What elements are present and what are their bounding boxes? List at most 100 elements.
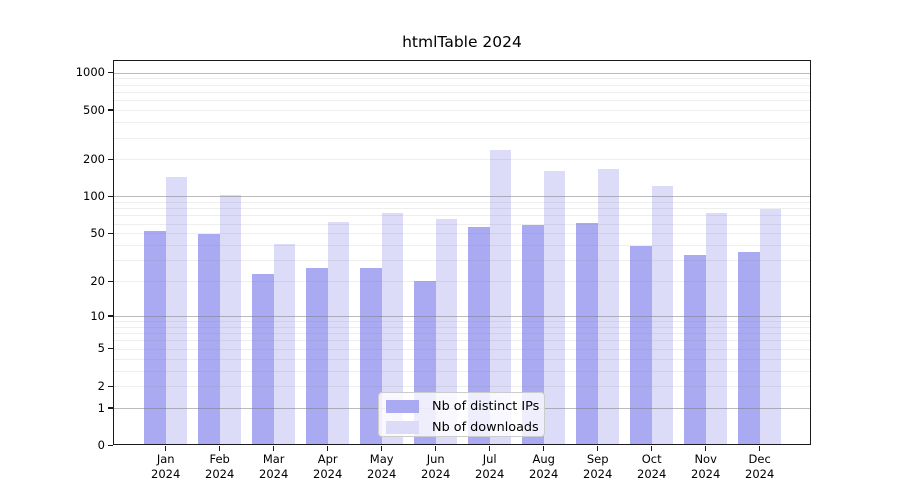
y-tick [108, 315, 113, 317]
bar-ips-may [360, 267, 382, 445]
y-gridline-minor [113, 78, 811, 80]
bar-downloads-dec [759, 209, 782, 445]
y-gridline-minor [113, 321, 811, 323]
bar-downloads-sep [597, 168, 620, 445]
x-tick-year: 2024 [151, 467, 181, 481]
x-tick-label: Nov 2024 [676, 452, 736, 482]
x-tick [543, 445, 545, 451]
y-gridline-minor [113, 358, 811, 360]
y-gridline-minor [113, 281, 811, 283]
bar-downloads-oct [651, 185, 674, 445]
legend-row: Nb of distinct IPs [379, 397, 544, 418]
x-tick-year: 2024 [367, 467, 397, 481]
legend-swatch-ips [386, 400, 419, 414]
y-tick [108, 385, 113, 387]
bar-downloads-mar [273, 243, 296, 445]
y-tick [108, 232, 113, 234]
x-tick [327, 445, 329, 451]
x-tick-label: Mar 2024 [244, 452, 304, 482]
x-tick-month: Sep [586, 452, 609, 466]
x-tick-month: Aug [532, 452, 555, 466]
y-gridline-minor [113, 348, 811, 350]
grid-layer [113, 60, 811, 445]
x-tick [219, 445, 221, 451]
bar-ips-jan [144, 231, 166, 445]
y-gridline-minor [113, 208, 811, 210]
x-tick [273, 445, 275, 451]
bar-ips-apr [306, 267, 328, 445]
y-gridline-minor [113, 137, 811, 139]
y-gridline-minor [113, 84, 811, 86]
y-gridline-minor [113, 326, 811, 328]
x-tick-year: 2024 [745, 467, 775, 481]
y-gridline-minor [113, 260, 811, 262]
bar-downloads-nov [705, 212, 728, 445]
y-gridline-minor [113, 333, 811, 335]
y-gridline-minor [113, 202, 811, 204]
y-tick-label: 5 [97, 341, 105, 356]
x-tick-label: Sep 2024 [568, 452, 628, 482]
bar-ips-nov [684, 255, 706, 445]
bar-downloads-feb [219, 194, 242, 445]
x-tick-year: 2024 [205, 467, 235, 481]
x-tick-label: Jul 2024 [460, 452, 520, 482]
y-gridline-minor [113, 91, 811, 93]
y-gridline-minor [113, 159, 811, 161]
x-tick [597, 445, 599, 451]
bar-downloads-apr [327, 221, 350, 445]
x-tick-label: May 2024 [352, 452, 412, 482]
y-gridline-minor [113, 386, 811, 388]
y-gridline-minor [113, 370, 811, 372]
x-tick-month: Jun [426, 452, 445, 466]
x-tick [435, 445, 437, 451]
x-tick-year: 2024 [583, 467, 613, 481]
y-tick-label: 2 [97, 378, 105, 393]
bars-layer [113, 60, 811, 445]
x-tick-month: Apr [317, 452, 338, 466]
legend-swatch-downloads [386, 420, 419, 434]
bar-downloads-jun [435, 219, 458, 445]
x-tick-year: 2024 [529, 467, 559, 481]
x-tick [759, 445, 761, 451]
y-gridline-minor [113, 215, 811, 217]
y-gridline-minor [113, 245, 811, 247]
x-tick-year: 2024 [691, 467, 721, 481]
x-tick-month: Oct [641, 452, 662, 466]
bar-ips-feb [198, 234, 220, 445]
x-tick-month: Mar [262, 452, 285, 466]
x-tick-month: Jan [156, 452, 175, 466]
y-gridline-minor [113, 233, 811, 235]
y-gridline-major [113, 316, 811, 318]
chart-title: htmlTable 2024 [402, 33, 522, 51]
x-tick-year: 2024 [637, 467, 667, 481]
legend: Nb of distinct IPs Nb of downloads [378, 392, 545, 437]
y-tick-label: 100 [83, 188, 105, 203]
x-tick-label: Apr 2024 [298, 452, 358, 482]
x-tick [381, 445, 383, 451]
y-tick [108, 158, 113, 160]
y-tick [108, 109, 113, 111]
legend-label: Nb of downloads [432, 419, 539, 435]
bar-ips-sep [576, 222, 598, 445]
x-tick-month: Nov [694, 452, 717, 466]
bar-ips-jul [468, 227, 490, 445]
x-tick [165, 445, 167, 451]
y-tick [108, 407, 113, 409]
x-tick-month: May [369, 452, 394, 466]
x-tick-month: Dec [748, 452, 771, 466]
y-tick [108, 280, 113, 282]
y-gridline-minor [113, 340, 811, 342]
y-gridline-minor [113, 110, 811, 112]
y-tick [108, 72, 113, 74]
x-tick-label: Jan 2024 [136, 452, 196, 482]
x-tick-month: Jul [482, 452, 497, 466]
y-tick [108, 348, 113, 350]
y-tick-label: 500 [83, 102, 105, 117]
y-tick-label: 1000 [75, 65, 105, 80]
bar-downloads-aug [543, 171, 566, 445]
y-gridline-major [113, 196, 811, 198]
x-tick-label: Jun 2024 [406, 452, 466, 482]
bar-downloads-jan [165, 176, 188, 445]
y-gridline-minor [113, 223, 811, 225]
